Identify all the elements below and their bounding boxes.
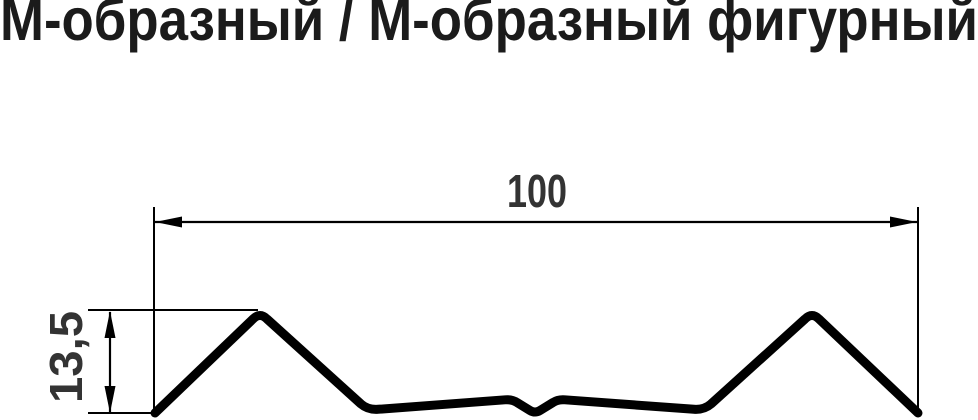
arrowhead-left-icon bbox=[155, 216, 182, 228]
m-profile-outline bbox=[150, 311, 923, 418]
arrowhead-down-icon bbox=[104, 386, 116, 413]
width-dimension: 100 bbox=[153, 165, 919, 414]
page-title: М-образный / М-образный фигурный bbox=[0, 0, 978, 53]
width-dimension-label: 100 bbox=[507, 165, 567, 217]
height-dimension: 13,5 bbox=[40, 309, 258, 414]
arrowhead-up-icon bbox=[104, 311, 116, 338]
height-dimension-label: 13,5 bbox=[40, 311, 92, 403]
arrowhead-right-icon bbox=[890, 216, 917, 228]
